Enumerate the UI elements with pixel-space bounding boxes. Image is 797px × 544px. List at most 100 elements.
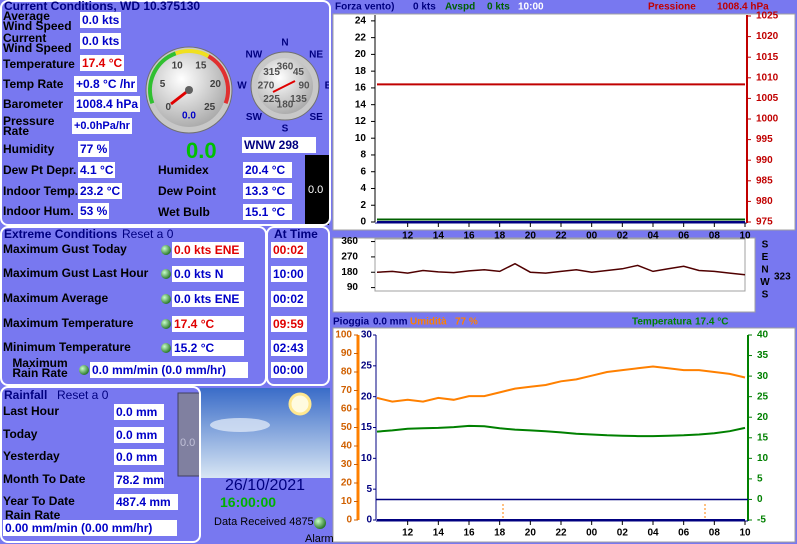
- graph-bg: [332, 327, 796, 543]
- date: 26/10/2021: [225, 477, 306, 494]
- reset-label: Reset a 0: [57, 388, 109, 402]
- row-value: 53 %: [78, 203, 110, 219]
- x-tick-label: 16: [463, 231, 475, 242]
- row-value: 20.4 °C: [243, 162, 292, 178]
- header-time: 10:00: [518, 2, 544, 13]
- row-label: Minimum Temperature: [3, 340, 131, 354]
- y-tick-label: 40: [341, 441, 353, 452]
- x-tick-label: 22: [555, 528, 567, 539]
- row-value: 78.2 mm: [114, 471, 165, 488]
- legend-name: Pioggia: [333, 317, 370, 328]
- legend-name: Temperatura: [632, 317, 692, 328]
- compass-label: S: [762, 290, 769, 301]
- x-tick-label: 18: [494, 528, 506, 539]
- gauge-band: [148, 51, 177, 105]
- gauge-band: [207, 54, 230, 105]
- row-value: 0.0 mm: [114, 449, 164, 465]
- y-tick-label: 0: [757, 494, 763, 505]
- y-tick-label: 980: [756, 196, 773, 207]
- x-tick-label: 12: [402, 528, 414, 539]
- x-tick-label: 20: [525, 528, 537, 539]
- digital-value: 0.0: [186, 138, 217, 163]
- compass-degree: 225: [263, 94, 280, 105]
- graph-bg: [332, 237, 756, 313]
- x-tick-label: 06: [678, 231, 690, 242]
- y-tick-label: 24: [355, 16, 367, 27]
- y-tick-label: 6: [360, 166, 366, 177]
- current-panel: [0, 0, 331, 226]
- y-tick-label: 995: [756, 134, 773, 145]
- legend-value: 17.4 °C: [695, 317, 728, 328]
- y-tick-label: 25: [361, 360, 373, 371]
- direction-value: WNW 298: [242, 137, 316, 153]
- y-tick-label: 1025: [756, 11, 779, 22]
- legend-value: 77 %: [455, 317, 478, 328]
- y-tick-label: 22: [355, 32, 367, 43]
- graph-bg: [332, 13, 796, 231]
- y-tick-label: 20: [355, 49, 367, 60]
- row-value: 487.4 mm: [114, 494, 178, 510]
- row-time: 09:59: [271, 316, 307, 332]
- compass-degree: 270: [258, 81, 275, 92]
- row-label: Wet Bulb: [158, 205, 210, 219]
- row-value: 17.4 °C: [172, 316, 244, 332]
- x-tick-label: 04: [647, 528, 659, 539]
- y-tick-label: 14: [355, 99, 367, 110]
- y-tick-label: 1010: [756, 72, 779, 83]
- x-tick-label: 14: [433, 528, 445, 539]
- row-value: 77 %: [78, 141, 110, 157]
- gauge-scale: 20: [210, 79, 222, 90]
- y-tick-label: 10: [355, 133, 367, 144]
- row-label: Temp Rate: [3, 77, 64, 91]
- y-tick-label: 12: [355, 116, 367, 127]
- row-label: Today: [3, 426, 38, 441]
- y-tick-label: 1020: [756, 31, 779, 42]
- y-tick-label: 1000: [756, 114, 779, 125]
- y-tick-label: 0: [346, 515, 352, 526]
- y-tick-label: 30: [341, 459, 353, 470]
- gauge-hub: [185, 86, 193, 94]
- alarm-dot: [314, 517, 326, 529]
- row-value: 15.1 °C: [243, 204, 292, 220]
- x-tick-label: 06: [678, 528, 690, 539]
- status-dot: [161, 319, 171, 329]
- compass-degree: 90: [298, 81, 310, 92]
- gauge-scale: 25: [204, 102, 216, 113]
- compass-point: NW: [246, 50, 263, 61]
- row-value: 0.00 mm/min (0.00 mm/hr): [3, 520, 177, 536]
- compass-degree: 180: [277, 100, 294, 111]
- y-tick-label: 30: [361, 330, 373, 341]
- received: Data Received 4875: [214, 516, 314, 528]
- y-tick-label: 1015: [756, 52, 779, 63]
- x-tick-label: 20: [525, 231, 537, 242]
- row-time: 00:02: [271, 291, 307, 307]
- row-label: Pressure Rate: [3, 114, 55, 138]
- y-tick-label: 4: [360, 183, 366, 194]
- compass-point: SE: [309, 112, 323, 123]
- y-tick-label: 0: [360, 217, 366, 228]
- gauge-scale: 10: [172, 60, 184, 71]
- row-label: Average Wind Speed: [3, 9, 72, 33]
- y-tick-label: 360: [341, 236, 358, 247]
- plot-frame: [374, 238, 746, 292]
- time-panel: [266, 226, 330, 386]
- y-tick-label: 60: [341, 404, 353, 415]
- y-tick-label: 20: [757, 412, 769, 423]
- direction-line: [376, 262, 746, 276]
- x-tick-label: 08: [709, 231, 721, 242]
- direction-current: 323: [774, 272, 791, 283]
- y-tick-label: -5: [757, 515, 766, 526]
- sun: [288, 392, 312, 416]
- compass-degree: 360: [277, 62, 294, 73]
- row-label: Dew Point: [158, 184, 217, 198]
- row-label: Indoor Temp.: [3, 184, 79, 198]
- y-tick-label: 30: [757, 371, 769, 382]
- status-dot: [79, 365, 89, 375]
- row-value: +0.0hPa/hr: [72, 118, 132, 134]
- legend-value: 0 kts: [413, 2, 436, 13]
- y-tick-label: 10: [757, 453, 769, 464]
- x-tick-label: 08: [709, 528, 721, 539]
- x-tick-label: 12: [402, 231, 414, 242]
- y-tick-label: 70: [341, 385, 353, 396]
- clock: 16:00:00: [220, 494, 277, 510]
